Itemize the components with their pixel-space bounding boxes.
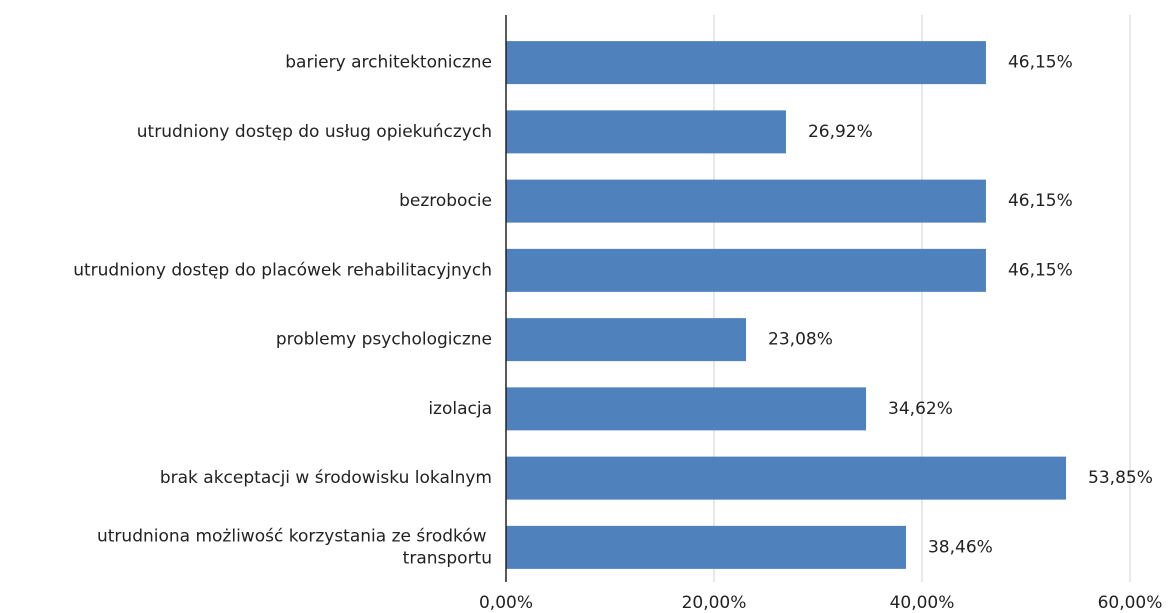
x-tick-label: 60,00%	[1098, 593, 1163, 613]
x-tick-label: 20,00%	[682, 593, 747, 613]
y-tick-label: utrudniona możliwość korzystania ze środ…	[97, 526, 492, 568]
value-label: 34,62%	[888, 399, 953, 419]
bar	[506, 110, 786, 154]
value-label: 26,92%	[808, 122, 873, 142]
y-tick-label: brak akceptacji w środowisku lokalnym	[160, 468, 492, 488]
bar	[506, 525, 906, 569]
value-label: 53,85%	[1088, 468, 1153, 488]
bar	[506, 456, 1067, 500]
x-tick-label: 40,00%	[890, 593, 955, 613]
bar	[506, 248, 986, 292]
y-tick-label: bariery architektoniczne	[285, 53, 492, 73]
y-tick-label: utrudniony dostęp do usług opiekuńczych	[137, 122, 492, 142]
value-label: 38,46%	[928, 537, 993, 557]
value-label: 46,15%	[1008, 260, 1073, 280]
y-tick-label: problemy psychologiczne	[276, 330, 492, 350]
x-tick-label: 0,00%	[479, 593, 533, 613]
bar	[506, 318, 747, 362]
bar	[506, 41, 986, 85]
y-tick-label: izolacja	[428, 399, 492, 419]
bar	[506, 387, 867, 431]
bar	[506, 179, 986, 223]
value-label: 46,15%	[1008, 191, 1073, 211]
value-label: 23,08%	[768, 330, 833, 350]
y-tick-label: bezrobocie	[399, 191, 492, 211]
y-tick-label: utrudniony dostęp do placówek rehabilita…	[73, 260, 492, 280]
value-label: 46,15%	[1008, 53, 1073, 73]
